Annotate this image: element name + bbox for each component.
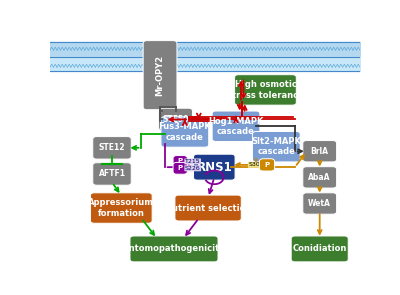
Text: AbaA: AbaA	[308, 173, 331, 182]
FancyBboxPatch shape	[291, 236, 348, 262]
FancyBboxPatch shape	[173, 162, 187, 174]
Text: Mr-OPY2: Mr-OPY2	[156, 55, 164, 96]
FancyBboxPatch shape	[130, 236, 218, 262]
Text: WetA: WetA	[308, 199, 331, 208]
Text: RNS1: RNS1	[196, 161, 232, 174]
FancyBboxPatch shape	[90, 193, 152, 223]
Text: Hog1-MAPK
cascade: Hog1-MAPK cascade	[208, 117, 264, 136]
FancyBboxPatch shape	[194, 154, 235, 180]
FancyBboxPatch shape	[175, 195, 241, 221]
FancyBboxPatch shape	[93, 137, 131, 159]
FancyBboxPatch shape	[303, 167, 336, 188]
Text: S226: S226	[185, 166, 200, 171]
Text: High osmotic
stress tolerance: High osmotic stress tolerance	[227, 80, 304, 100]
Text: S300: S300	[248, 162, 264, 167]
Text: Appressorium
formation: Appressorium formation	[88, 198, 154, 218]
Text: STE50: STE50	[162, 115, 189, 124]
FancyBboxPatch shape	[303, 141, 336, 162]
FancyBboxPatch shape	[93, 163, 131, 185]
FancyBboxPatch shape	[212, 111, 260, 142]
Text: BrlA: BrlA	[311, 147, 329, 156]
FancyBboxPatch shape	[173, 155, 187, 167]
Text: Fus3-MAPK
cascade: Fus3-MAPK cascade	[158, 122, 211, 142]
Text: AFTF1: AFTF1	[98, 169, 126, 178]
Text: Entomopathogenicity: Entomopathogenicity	[123, 245, 225, 253]
FancyBboxPatch shape	[161, 117, 209, 147]
Text: STE12: STE12	[99, 143, 125, 152]
Text: P: P	[264, 162, 270, 168]
Text: P: P	[178, 165, 183, 171]
FancyBboxPatch shape	[252, 132, 300, 162]
FancyBboxPatch shape	[235, 75, 296, 105]
FancyBboxPatch shape	[303, 193, 336, 214]
Text: Nutrient selection: Nutrient selection	[165, 204, 251, 212]
FancyBboxPatch shape	[143, 41, 177, 110]
Text: P: P	[178, 158, 183, 165]
FancyBboxPatch shape	[260, 159, 274, 171]
FancyBboxPatch shape	[159, 108, 192, 131]
Text: Slt2-MAPK
cascade: Slt2-MAPK cascade	[251, 137, 301, 156]
Text: Conidiation: Conidiation	[292, 245, 347, 253]
Text: T215: T215	[185, 159, 200, 164]
